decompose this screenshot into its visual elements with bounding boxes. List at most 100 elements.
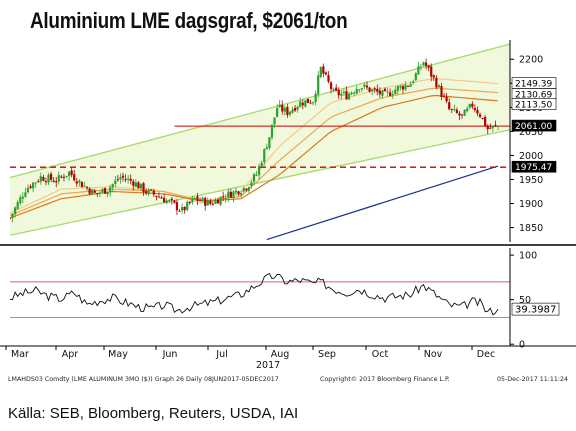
candle-body bbox=[170, 198, 173, 201]
candle-body bbox=[401, 86, 405, 90]
candle-body bbox=[255, 174, 258, 176]
x-year-label: 2017 bbox=[256, 360, 280, 371]
price-level-value: 2113.50 bbox=[515, 101, 552, 111]
candle-body bbox=[47, 174, 50, 183]
candle-body bbox=[132, 181, 135, 186]
price-level-value: 1975.47 bbox=[515, 163, 552, 173]
x-tick-label: Sep bbox=[318, 349, 336, 360]
candle-body bbox=[337, 89, 340, 96]
chart-title: Aluminium LME dagsgraf, $2061/ton bbox=[30, 8, 348, 33]
candle-body bbox=[73, 174, 76, 181]
footer-left-text: LMAHDS03 Comdty (LME ALUMINUM 3MO ($)) G… bbox=[8, 376, 279, 383]
candle-body bbox=[134, 182, 137, 187]
candle-body bbox=[327, 75, 330, 82]
candle-body bbox=[155, 195, 158, 197]
candle-body bbox=[340, 93, 343, 96]
candle-body bbox=[453, 108, 456, 110]
candle-body bbox=[196, 196, 199, 201]
candle-body bbox=[252, 174, 256, 182]
candle-body bbox=[222, 196, 225, 198]
candle-body bbox=[417, 66, 420, 75]
candle-body bbox=[180, 207, 184, 211]
candle-body bbox=[232, 191, 235, 198]
candle-body bbox=[65, 175, 68, 177]
candle-body bbox=[60, 176, 63, 178]
candle-body bbox=[229, 191, 232, 198]
candle-body bbox=[335, 87, 338, 91]
candle-body bbox=[242, 187, 245, 192]
candle-body bbox=[471, 103, 474, 107]
candle-body bbox=[152, 190, 155, 195]
candle-body bbox=[142, 183, 145, 193]
candle-body bbox=[276, 107, 279, 117]
rsi-last-value-label: 39.3987 bbox=[511, 302, 560, 316]
candle-body bbox=[193, 197, 197, 199]
candle-body bbox=[386, 91, 389, 93]
candle-body bbox=[85, 187, 89, 189]
candle-body bbox=[44, 181, 48, 183]
x-tick-label: Mar bbox=[11, 349, 29, 360]
candle-body bbox=[484, 116, 487, 127]
candle-body bbox=[437, 85, 441, 88]
candle-body bbox=[435, 77, 438, 88]
candle-body bbox=[21, 196, 24, 199]
rsi-last-value: 39.3987 bbox=[515, 305, 556, 316]
candle-body bbox=[309, 102, 312, 104]
candle-body bbox=[224, 198, 227, 200]
candle-body bbox=[121, 175, 125, 178]
candle-body bbox=[440, 86, 443, 97]
candle-body bbox=[96, 193, 99, 195]
candle-body bbox=[360, 88, 363, 90]
candle-body bbox=[188, 201, 191, 204]
candle-body bbox=[378, 90, 381, 95]
candle-body bbox=[145, 191, 148, 194]
candle-body bbox=[293, 107, 297, 111]
candle-body bbox=[147, 189, 150, 195]
candle-body bbox=[204, 198, 207, 206]
price-level-box bbox=[511, 98, 557, 110]
candle-body bbox=[91, 189, 94, 195]
candle-body bbox=[442, 96, 446, 98]
candle-body bbox=[19, 197, 22, 204]
candle-body bbox=[67, 171, 71, 177]
candle-body bbox=[288, 111, 292, 115]
candle-body bbox=[273, 117, 276, 125]
candle-body bbox=[80, 181, 84, 188]
candle-body bbox=[363, 84, 366, 87]
candle-body bbox=[460, 114, 464, 116]
candle-body bbox=[432, 75, 435, 78]
candle-body bbox=[394, 89, 397, 95]
candle-body bbox=[70, 170, 73, 176]
x-tick-label: Dec bbox=[477, 349, 495, 360]
candle-body bbox=[399, 85, 402, 88]
candle-body bbox=[11, 213, 14, 219]
candlesticks bbox=[10, 58, 500, 223]
candle-body bbox=[240, 192, 243, 196]
candle-body bbox=[296, 106, 299, 110]
candle-body bbox=[265, 147, 268, 150]
candle-body bbox=[201, 197, 204, 202]
candle-body bbox=[314, 93, 317, 103]
candle-body bbox=[78, 180, 81, 183]
candle-body bbox=[355, 88, 358, 94]
candle-body bbox=[317, 75, 320, 95]
candle-body bbox=[450, 109, 453, 111]
candle-body bbox=[55, 181, 58, 183]
candle-body bbox=[496, 125, 500, 127]
rsi-tick-label: 100 bbox=[519, 251, 537, 262]
x-tick-label: Jun bbox=[162, 349, 178, 360]
candle-body bbox=[211, 203, 215, 205]
candle-body bbox=[347, 93, 351, 100]
candle-body bbox=[391, 94, 394, 96]
x-tick-label: Aug bbox=[271, 349, 290, 360]
candle-body bbox=[368, 87, 371, 92]
x-tick-label: Apr bbox=[62, 349, 79, 360]
rsi-panel: 0 50 100 39.3987 bbox=[10, 248, 560, 351]
candle-body bbox=[371, 89, 374, 92]
candle-body bbox=[209, 200, 212, 204]
candle-body bbox=[424, 62, 428, 66]
candle-body bbox=[304, 100, 307, 107]
candle-body bbox=[329, 82, 333, 90]
candle-body bbox=[124, 178, 127, 180]
candle-body bbox=[319, 67, 322, 77]
